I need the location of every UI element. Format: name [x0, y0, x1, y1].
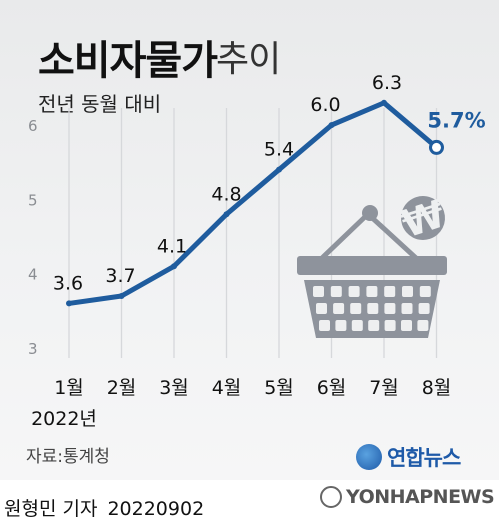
reporter-name: 원형민 기자	[4, 498, 98, 520]
x-tick-label: 8월	[422, 377, 452, 399]
source-label: 자료:통계청	[26, 447, 110, 467]
data-label: 4.1	[157, 235, 187, 257]
x-tick-label: 5월	[264, 377, 294, 399]
data-point	[118, 292, 125, 299]
chart-title: 소비자물가	[38, 38, 218, 84]
yonhap-english-logo: YONHAPNEWS	[320, 484, 495, 510]
chart-subtitle: 전년 동월 대비	[38, 92, 162, 116]
data-point	[223, 211, 230, 218]
credit-line: 원형민 기자 20220902	[4, 494, 204, 521]
data-label: 4.8	[211, 183, 241, 205]
yonhap-logo-text: 연합뉴스	[387, 446, 461, 470]
svg-text:₩: ₩	[397, 192, 451, 247]
chart-card	[0, 0, 499, 480]
x-tick-label: 1월	[54, 377, 84, 399]
y-tick-label: 4	[28, 266, 38, 284]
data-point	[381, 99, 387, 106]
data-label: 3.7	[105, 265, 135, 287]
yonhap-english-logo-text: YONHAPNEWS	[346, 486, 495, 508]
x-tick-label: 2월	[107, 377, 137, 399]
y-tick-label: 3	[28, 340, 38, 358]
globe-outline-icon	[320, 486, 342, 508]
data-label: 5.4	[264, 139, 294, 161]
line-chart: 3 4 5 6 ₩3.6 3.7 4.1 4.8 5.4 6.0 6.3 5.7% 1월 2월 3월 4월 5월…	[28, 72, 486, 430]
chart-title-suffix: 추이	[216, 39, 281, 80]
yonhap-logo: 연합뉴스	[356, 442, 461, 472]
x-tick-label: 3월	[159, 377, 189, 399]
data-point	[171, 263, 177, 270]
publish-date: 20220902	[107, 498, 205, 520]
x-tick-label: 4월	[212, 377, 242, 399]
x-axis-caption: 2022년	[31, 408, 97, 430]
y-tick-label: 6	[28, 117, 38, 135]
data-point	[276, 166, 282, 173]
data-label: 6.0	[310, 94, 340, 116]
series-line	[66, 100, 439, 306]
data-point	[66, 300, 72, 307]
data-label: 6.3	[372, 72, 402, 94]
globe-icon	[356, 444, 382, 470]
data-label: 5.7%	[427, 108, 485, 132]
y-tick-label: 5	[28, 191, 38, 209]
data-label: 3.6	[53, 272, 83, 294]
data-point	[328, 122, 335, 129]
x-tick-label: 6월	[317, 377, 347, 399]
x-tick-label: 7월	[369, 377, 399, 399]
data-point	[429, 139, 444, 155]
shopping-basket-icon: ₩	[297, 192, 451, 338]
